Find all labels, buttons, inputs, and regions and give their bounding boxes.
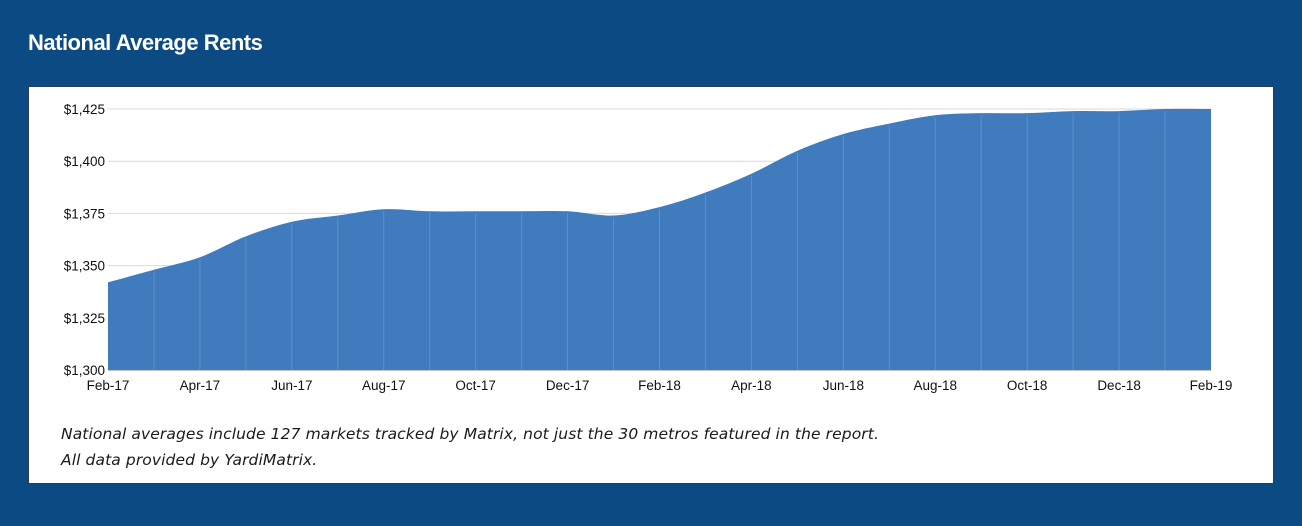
x-tick-label: Dec-17 xyxy=(546,378,590,393)
footnote-source: All data provided by YardiMatrix. xyxy=(61,451,318,469)
y-tick-label: $1,400 xyxy=(64,154,105,169)
x-tick-label: Oct-17 xyxy=(455,378,496,393)
x-tick-label: Apr-17 xyxy=(180,378,221,393)
x-tick-label: Feb-17 xyxy=(87,378,130,393)
x-tick-label: Aug-17 xyxy=(362,378,406,393)
x-tick-label: Oct-18 xyxy=(1007,378,1048,393)
rent-area-chart: $1,300 $1,325 $1,350 $1,375 $1,400 $1,425 Feb… xyxy=(64,102,1233,393)
x-tick-label: Feb-18 xyxy=(638,378,681,393)
x-tick-label: Jun-17 xyxy=(271,378,312,393)
x-tick-label: Apr-18 xyxy=(731,378,772,393)
y-tick-label: $1,350 xyxy=(64,259,105,274)
chart-panel: $1,300 $1,325 $1,350 $1,375 $1,400 $1,425 Feb… xyxy=(28,86,1274,484)
y-tick-label: $1,375 xyxy=(64,206,105,221)
x-tick-label: Feb-19 xyxy=(1190,378,1233,393)
y-tick-label: $1,300 xyxy=(64,363,105,378)
x-tick-label: Dec-18 xyxy=(1097,378,1141,393)
footnote-markets: National averages include 127 markets tr… xyxy=(61,425,879,443)
x-tick-label: Jun-18 xyxy=(823,378,864,393)
y-tick-label: $1,425 xyxy=(64,102,105,117)
y-tick-label: $1,325 xyxy=(64,311,105,326)
page-title: National Average Rents xyxy=(28,30,263,55)
x-tick-label: Aug-18 xyxy=(913,378,957,393)
